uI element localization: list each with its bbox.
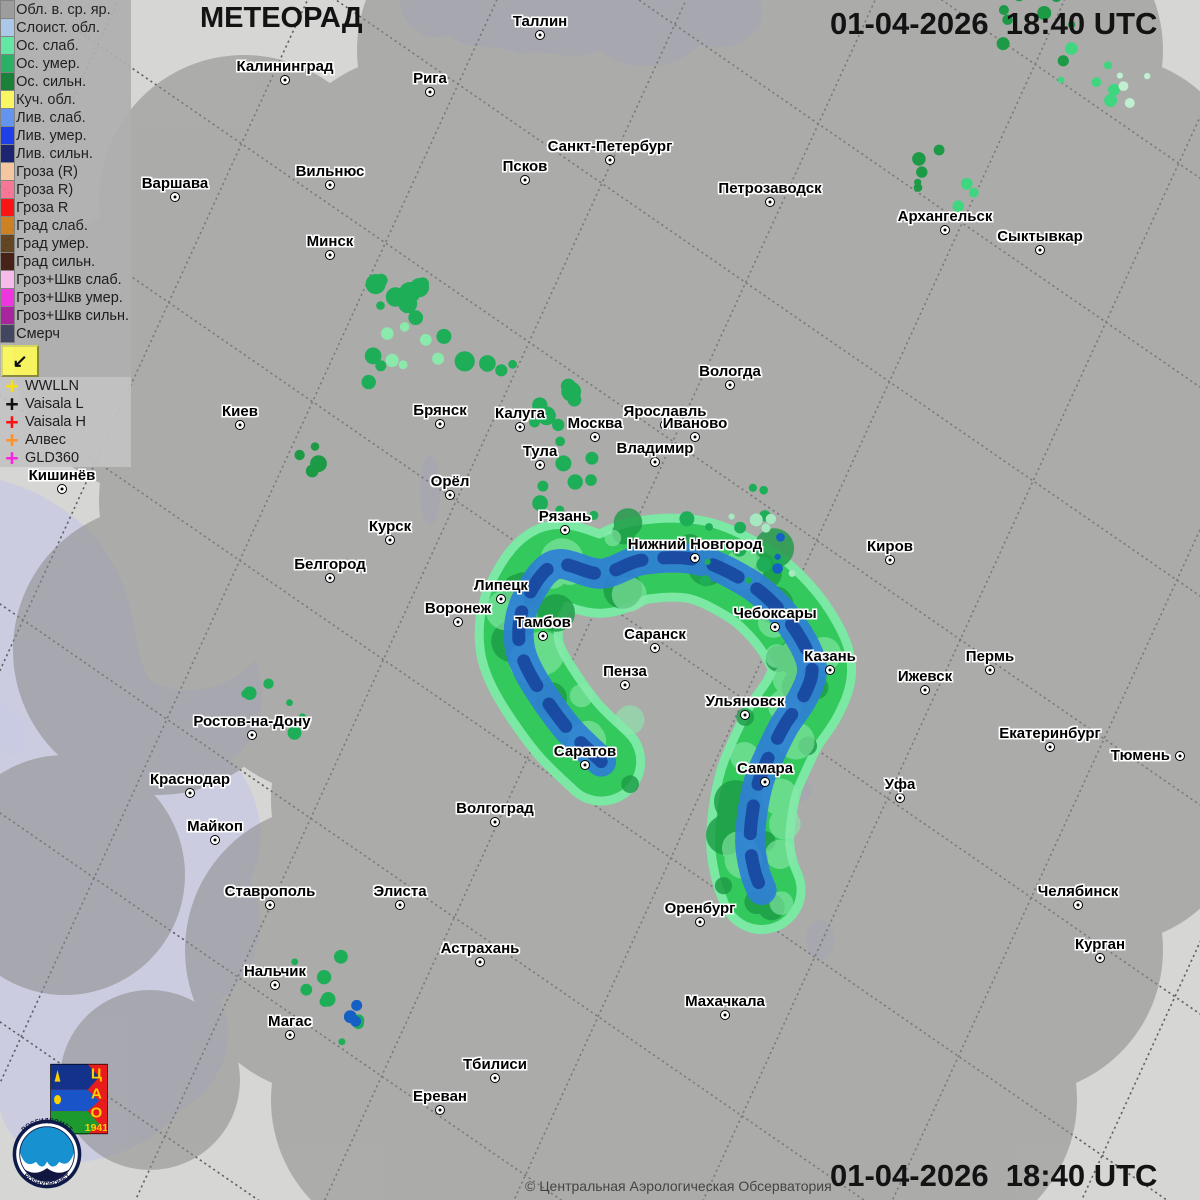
svg-text:О: О [91,1105,103,1122]
svg-text:А: А [91,1085,102,1102]
svg-text:Ц: Ц [91,1066,102,1083]
